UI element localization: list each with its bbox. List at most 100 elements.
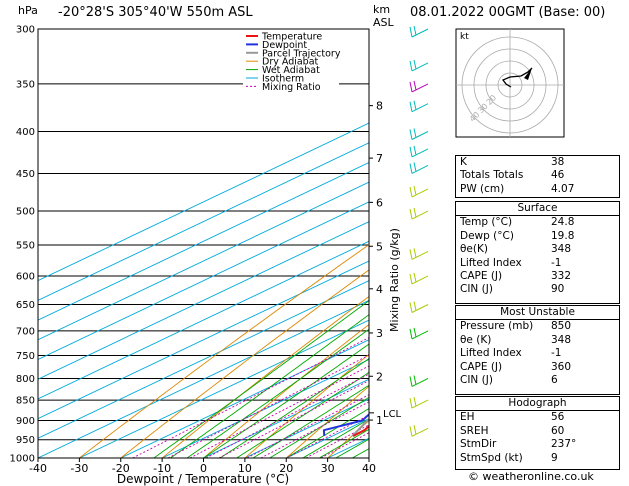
pressure-tick-label: 500: [16, 207, 35, 218]
hodo-label: StmSpd (kt): [460, 451, 523, 464]
indices-panel: K 38 Totals Totals 46 PW (cm) 4.07: [455, 155, 620, 198]
wind-barb-feather: [413, 185, 417, 196]
wind-barb: [411, 330, 429, 340]
mu-label: θe (K): [460, 333, 492, 346]
wind-barb-feather: [413, 207, 417, 218]
wind-barb-feather: [409, 163, 413, 174]
hodograph-arrow: [524, 68, 532, 80]
wind-barbs: [409, 25, 429, 437]
mu-value: -1: [551, 347, 562, 360]
isotherm-line: [38, 299, 369, 458]
x-tick-label: -20: [112, 462, 130, 475]
wind-barb-feather: [413, 272, 417, 283]
pressure-tick-label: 450: [16, 169, 35, 180]
isotherm-line: [38, 260, 369, 420]
wet-adiabat-line: [203, 343, 369, 458]
mixing-ratio-line: [167, 354, 369, 458]
dry-adiabat-line: [79, 244, 369, 458]
wind-barb-feather: [413, 59, 417, 70]
x-tick-label: 40: [362, 462, 376, 475]
copyright: © weatheronline.co.uk: [468, 470, 594, 483]
km-label: km: [373, 3, 391, 16]
wind-barb-feather: [409, 186, 413, 198]
wind-barb-feather: [413, 25, 417, 36]
hodo-value: 237°: [551, 438, 577, 451]
wind-barb-feather: [413, 425, 417, 435]
isotherm-line: [38, 221, 369, 380]
x-tick-label: 10: [238, 462, 252, 475]
wind-barb-feather: [409, 397, 413, 409]
index-value: 4.07: [551, 182, 575, 195]
hodo-value: 60: [551, 424, 565, 437]
legend-entry: Parcel Trajectory: [262, 48, 341, 59]
wind-barb: [411, 399, 429, 409]
isotherm-line: [203, 378, 369, 458]
hodo-label: EH: [460, 411, 475, 424]
x-tick-label: 20: [279, 462, 293, 475]
legend-entry: Dry Adiabat: [262, 57, 319, 68]
index-value: 38: [551, 156, 565, 168]
most-unstable-title: Most Unstable: [500, 306, 575, 318]
wind-barb: [411, 165, 429, 174]
axes: 1234581015202530035040045050055060065070…: [10, 25, 617, 486]
x-tick-label: -30: [70, 462, 88, 475]
dry-adiabat-line: [286, 385, 369, 458]
hodo-label: SREH: [460, 424, 489, 437]
km-tick-label: 1: [376, 414, 383, 427]
dry-adiabat-line: [161, 295, 369, 458]
wet-adiabat-line: [186, 328, 369, 458]
wet-adiabat-line: [269, 396, 369, 458]
dry-adiabat-line: [244, 353, 369, 458]
isotherm-line: [79, 319, 369, 458]
datetime-title: 08.01.2022 00GMT (Base: 00): [410, 5, 606, 20]
isotherm-line: [38, 201, 369, 360]
hodo-label: StmDir: [460, 438, 497, 451]
km-tick-label: 2: [376, 370, 383, 383]
wind-barb: [411, 131, 429, 140]
wet-adiabat-line: [170, 314, 369, 458]
km-tick-label: 7: [376, 152, 383, 165]
km-tick-label: 4: [376, 283, 383, 296]
most-unstable-panel: Most Unstable Pressure (mb) 850 θe (K) 348…: [455, 305, 620, 395]
mixing-ratio-line: [218, 380, 369, 458]
wind-barb: [411, 83, 429, 93]
mu-value: 360: [551, 360, 572, 373]
pressure-tick-label: 950: [16, 435, 35, 446]
mixing-ratio-line: [246, 394, 369, 458]
surface-value: 348: [551, 243, 572, 256]
wind-barb-feather: [409, 249, 413, 260]
hodo-value: 9: [551, 451, 558, 464]
wind-barb-feather: [409, 426, 413, 437]
wind-barb-feather: [409, 208, 413, 220]
wet-adiabat-line: [236, 371, 369, 458]
index-value: 46: [551, 169, 565, 182]
pressure-tick-label: 700: [16, 326, 35, 337]
mixing-ratio-line: [132, 337, 369, 458]
isotherm-line: [38, 181, 369, 341]
wind-barb-feather: [413, 327, 417, 338]
km-tick-label: 6: [376, 196, 383, 209]
mixing-ratio-line: [260, 401, 369, 458]
surface-title: Surface: [517, 202, 558, 214]
mixing-ratio-line: [320, 432, 369, 458]
wind-barb: [411, 210, 429, 220]
wind-barb-feather: [409, 328, 413, 340]
mixing-ratio-line: [286, 414, 369, 458]
pressure-tick-label: 800: [16, 374, 35, 385]
wind-barb-feather: [413, 128, 417, 138]
isotherm-line: [38, 161, 369, 321]
x-tick-label: -10: [153, 462, 171, 475]
wet-adiabat-line: [252, 384, 369, 458]
index-label: Totals Totals: [460, 169, 524, 182]
legend-entry: Wet Adiabat: [262, 65, 320, 76]
pressure-tick-label: 550: [16, 240, 35, 251]
wind-barb: [411, 148, 429, 158]
legend-entry: Mixing Ratio: [262, 82, 321, 93]
x-tick-label: 30: [321, 462, 335, 475]
isotherm-line: [161, 358, 369, 458]
surface-label: CIN (J): [460, 283, 493, 296]
pressure-tick-label: 750: [16, 351, 35, 362]
hodograph-trace: [501, 67, 533, 88]
hodo-value: 56: [551, 411, 565, 424]
hodograph-unit: kt: [460, 32, 469, 42]
